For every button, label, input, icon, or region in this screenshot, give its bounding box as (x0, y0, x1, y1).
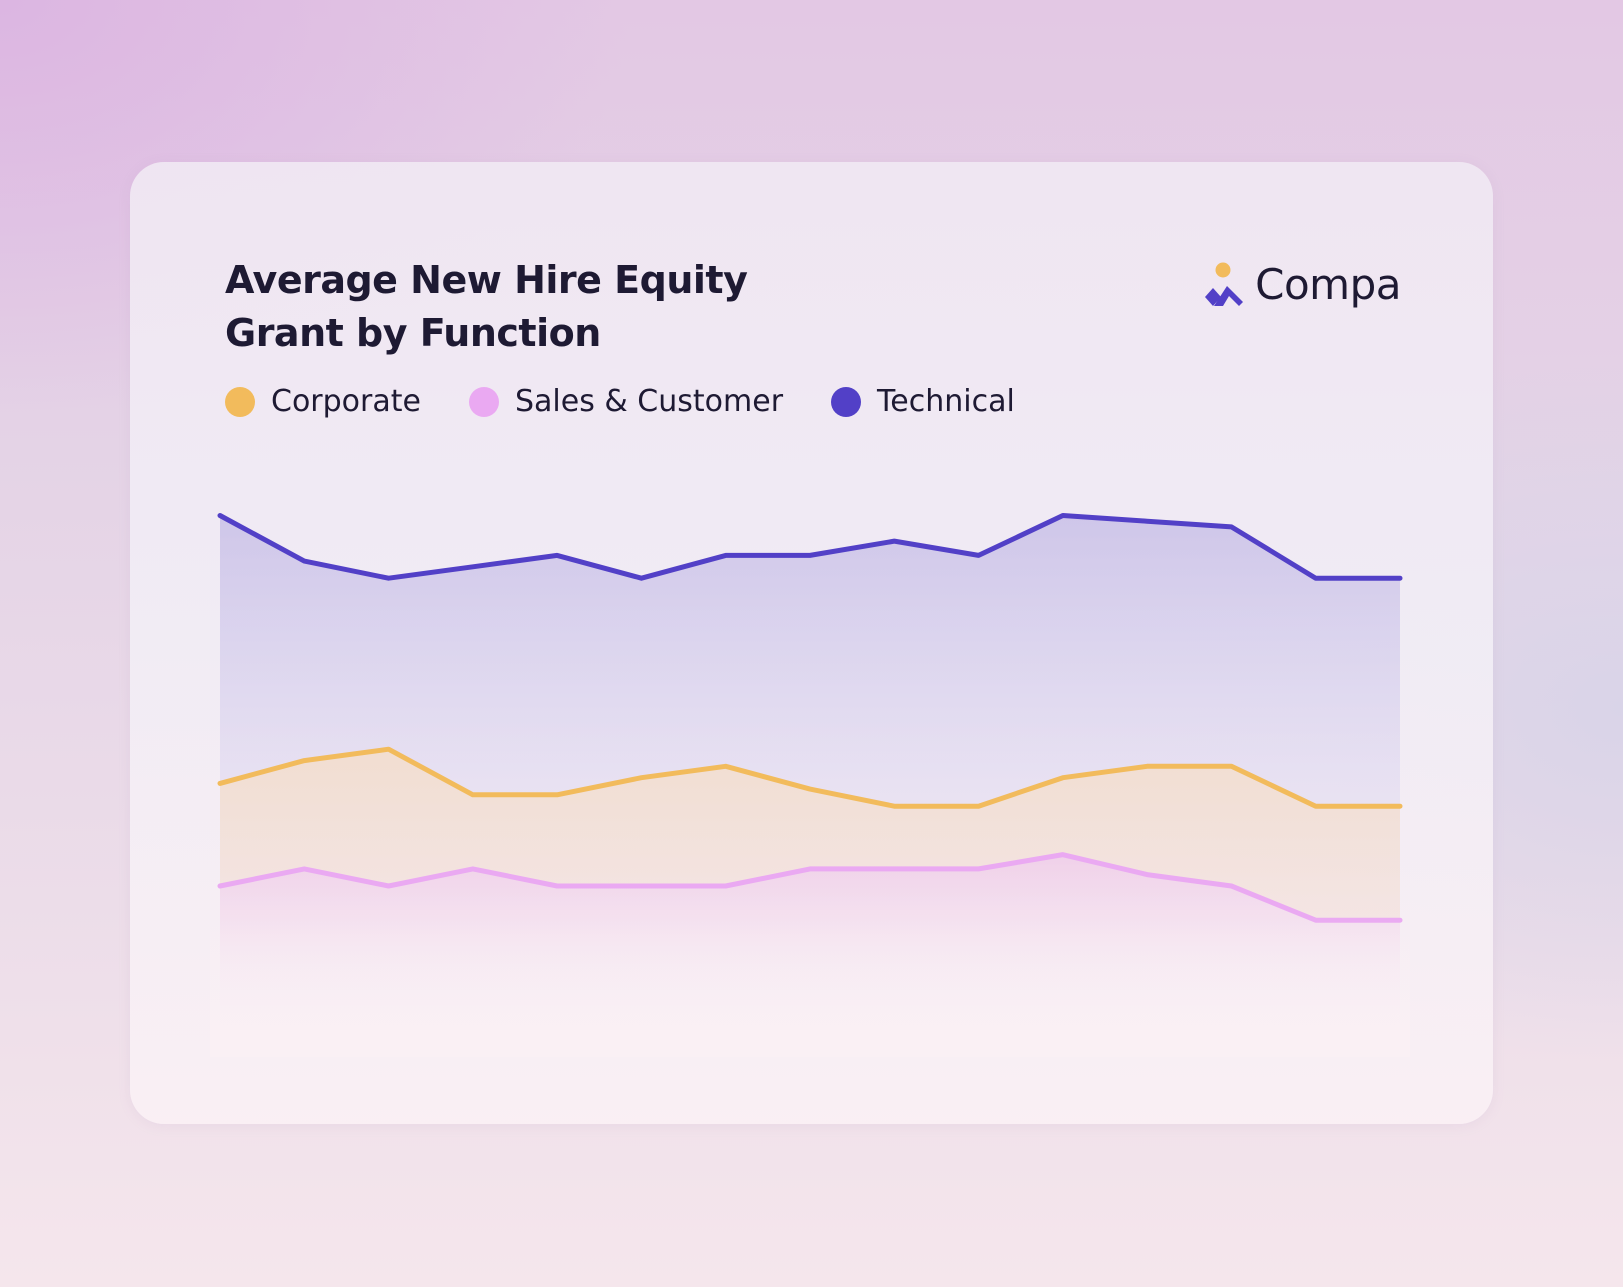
legend-label-corporate: Corporate (271, 384, 421, 419)
brand-name: Compa (1255, 260, 1401, 309)
area-chart-svg (210, 513, 1410, 1057)
chart-card: Average New Hire Equity Grant by Functio… (130, 162, 1493, 1124)
lines-layer (217, 513, 1403, 923)
legend-label-technical: Technical (877, 384, 1015, 419)
area-fill-technical (220, 515, 1400, 807)
legend-swatch-sales-customer (468, 386, 499, 417)
compa-logo-icon (1205, 262, 1244, 306)
legend-swatch-technical (831, 386, 862, 417)
legend-swatch-corporate (225, 386, 255, 417)
legend-item-corporate: Corporate (225, 384, 421, 419)
compa-logo-dot (1215, 262, 1231, 277)
legend-label-sales-customer: Sales & Customer (514, 384, 784, 419)
chart-title-line-1: Average New Hire Equity (225, 258, 748, 302)
chart-title-line-2: Grant by Function (225, 311, 601, 355)
compa-logo-chevron-right (1214, 285, 1244, 306)
legend-item-technical: Technical (831, 384, 1015, 419)
area-chart (210, 477, 1410, 1057)
legend-item-sales-customer: Sales & Customer (468, 384, 784, 419)
chart-legend: Corporate Sales & Customer Technical (225, 384, 1063, 419)
brand-logo: Compa (1203, 260, 1401, 309)
chart-bottom-fade (210, 917, 1410, 1057)
chart-title: Average New Hire Equity Grant by Functio… (225, 254, 748, 360)
area-fill-corporate (220, 749, 1400, 921)
